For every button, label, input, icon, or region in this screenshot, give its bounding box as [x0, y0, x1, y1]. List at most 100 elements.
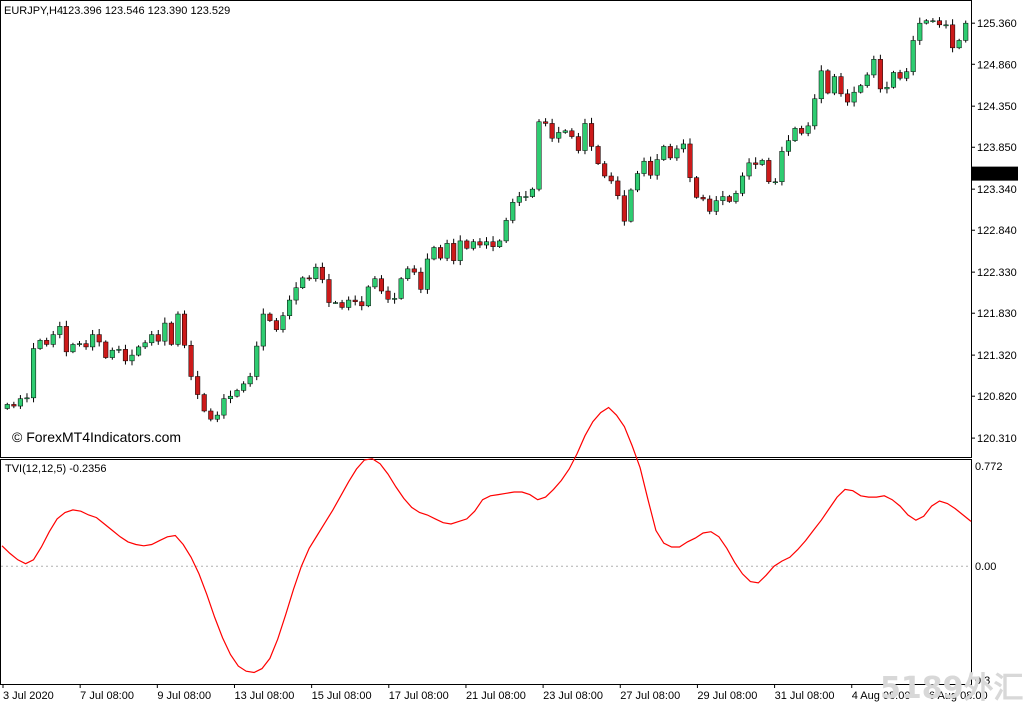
candle-body [608, 175, 614, 182]
price-tick-label: 123.850 [977, 142, 1017, 154]
candle-body [753, 162, 759, 165]
candle-body [930, 20, 936, 22]
candle-body [122, 349, 128, 362]
candle-body [247, 376, 253, 385]
candle-body [195, 376, 201, 395]
candle-body [306, 277, 312, 280]
candle-body [438, 247, 444, 259]
candle-body [109, 349, 115, 358]
candle-body [188, 345, 194, 377]
time-tick-label: 27 Jul 08:00 [620, 690, 680, 702]
candle-body [287, 299, 293, 316]
candle-body [483, 241, 490, 246]
candle-body [175, 313, 181, 345]
candle-body [149, 334, 155, 344]
candle-body [759, 160, 765, 165]
candle-body [365, 286, 371, 307]
candle-body [470, 241, 476, 249]
candle-body [812, 98, 818, 127]
time-tick-label: 23 Jul 08:00 [543, 690, 603, 702]
candle-body [575, 136, 581, 151]
candle-body [858, 85, 864, 93]
indicator-tick-label: 0.00 [975, 561, 996, 573]
candle-body [11, 404, 17, 407]
candle-body [168, 322, 174, 345]
candle-body [418, 271, 424, 290]
candle-body [556, 132, 562, 139]
candle-body [917, 22, 923, 41]
candle-body [720, 196, 726, 201]
candle-body [457, 240, 463, 261]
candle-body [851, 91, 857, 103]
candle-body [634, 173, 641, 191]
time-tick-label: 31 Jul 08:00 [775, 690, 835, 702]
candle-body [529, 188, 535, 197]
candle-body [779, 151, 785, 183]
candle-body [746, 162, 752, 177]
candle-body [503, 220, 509, 242]
current-price-tag-box [972, 166, 1018, 181]
candle-body [739, 175, 746, 194]
candle-body [50, 334, 56, 345]
time-tick-label: 9 Jul 08:00 [157, 690, 211, 702]
candle-body [799, 128, 805, 134]
candle-body [359, 301, 365, 307]
candle-body [300, 277, 306, 288]
candle-body [641, 160, 647, 174]
candle-body [674, 148, 680, 159]
candle-body [700, 197, 706, 200]
copyright-text: © ForexMT4Indicators.com [12, 429, 181, 445]
candle-body [536, 121, 542, 190]
candle-body [44, 340, 50, 345]
candle-body [831, 76, 837, 94]
candle-body [444, 243, 450, 259]
current-price-tag: 123.529 [972, 166, 1018, 181]
price-tick-label: 120.820 [977, 391, 1017, 403]
candle-body [785, 140, 792, 152]
candle-body [667, 146, 673, 159]
time-tick-label: 29 Jul 08:00 [697, 690, 757, 702]
candle-body [589, 123, 595, 147]
candle-body [628, 189, 634, 222]
candle-body [214, 414, 220, 420]
time-tick-label: 6 Aug 08:00 [929, 690, 988, 702]
candle-body [569, 130, 575, 137]
candle-body [904, 71, 910, 79]
candle-body [615, 180, 621, 196]
candle-body [549, 123, 555, 139]
candle-body [254, 345, 260, 377]
candle-body [313, 266, 319, 279]
candle-body [543, 121, 549, 124]
candle-body [37, 340, 43, 349]
price-panel-frame [0, 0, 972, 458]
candle-body [510, 202, 516, 221]
candle-body [936, 20, 942, 26]
candle-body [227, 395, 234, 399]
tvi-indicator-line [1, 406, 972, 674]
price-tick-label: 124.860 [977, 59, 1017, 71]
candle-body [890, 72, 897, 88]
candle-body [516, 196, 522, 203]
indicator-axis: 0.772 0.00 0.3 [975, 461, 1003, 687]
candle-body [838, 76, 844, 95]
candle-body [339, 302, 345, 308]
candle-body [280, 315, 286, 330]
candle-body [884, 87, 890, 90]
candle-body [654, 159, 660, 176]
candle-body [293, 287, 299, 301]
candle-body [378, 278, 384, 292]
candle-body [201, 394, 207, 412]
candle-body [923, 20, 929, 24]
candle-body [713, 200, 719, 212]
candle-body [90, 334, 96, 348]
candle-body [595, 146, 601, 164]
candle-body [871, 59, 877, 76]
candle-body [221, 398, 227, 416]
candle-body [70, 344, 76, 353]
candle-body [845, 93, 851, 103]
price-tick-label: 122.840 [977, 225, 1017, 237]
ohlc-values: 123.396 123.546 123.390 123.529 [62, 5, 230, 17]
candle-body [792, 128, 798, 141]
candle-body [523, 196, 529, 198]
time-tick-label: 15 Jul 08:00 [312, 690, 372, 702]
